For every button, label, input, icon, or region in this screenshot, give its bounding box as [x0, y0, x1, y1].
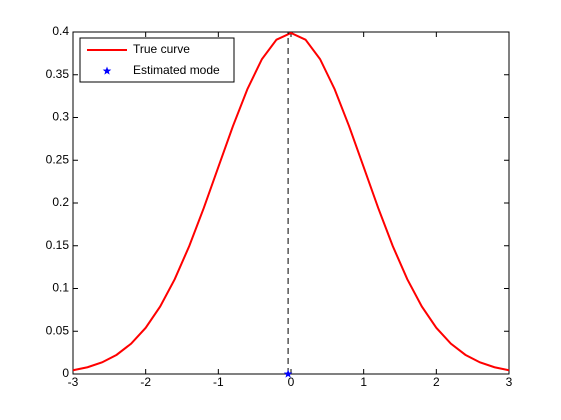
x-tick-label: 0: [288, 375, 295, 389]
y-tick-label: 0.2: [52, 195, 69, 209]
y-tick-label: 0.3: [52, 110, 69, 124]
y-tick-label: 0.4: [52, 24, 69, 38]
legend-label: Estimated mode: [133, 63, 220, 77]
x-tick-label: -1: [213, 375, 224, 389]
legend-label: True curve: [133, 42, 190, 56]
curve: [72, 31, 510, 372]
x-tick-label: 2: [433, 375, 440, 389]
x-tick-label: 1: [360, 375, 367, 389]
y-tick-label: 0.05: [46, 323, 70, 337]
legend-box: [79, 37, 235, 83]
legend-marker: [102, 66, 112, 75]
x-tick-label: -3: [68, 375, 79, 389]
x-tick-label: -2: [140, 375, 151, 389]
x-tick-label: 3: [506, 375, 513, 389]
legend: True curve Estimated mode: [79, 37, 235, 83]
y-tick-label: 0.35: [46, 67, 70, 81]
plot-area: [72, 31, 510, 375]
y-tick-label: 0.25: [46, 152, 70, 166]
mode-marker: [283, 369, 293, 378]
y-tick-label: 0.15: [46, 238, 70, 252]
y-tick-label: 0: [62, 366, 69, 380]
y-tick-label: 0.1: [52, 281, 69, 295]
